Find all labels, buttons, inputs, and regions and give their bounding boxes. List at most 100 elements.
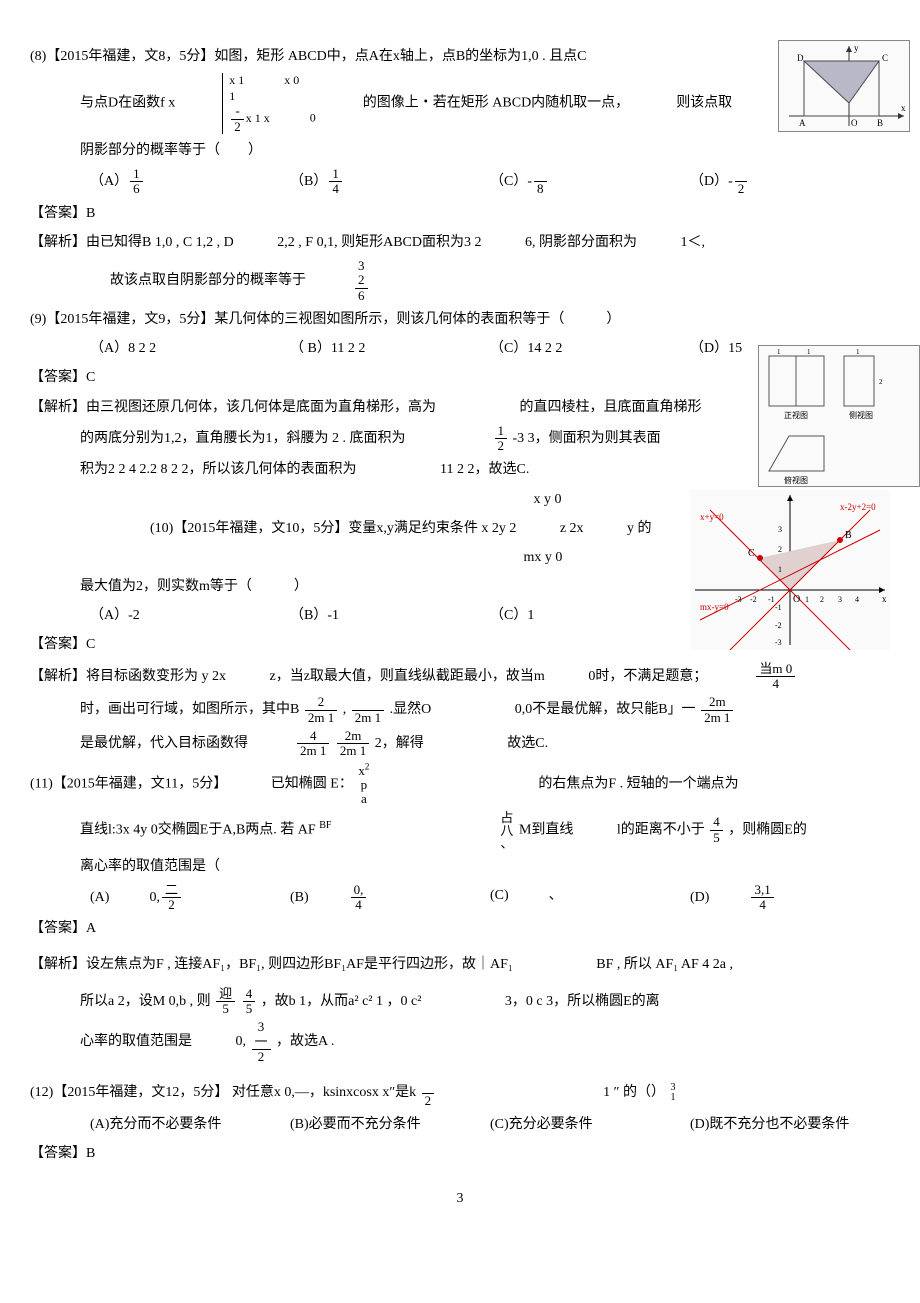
q10-sep: , — [343, 702, 347, 717]
pw-r2: 1 — [229, 89, 235, 103]
q8-choice-c: （C）- 8 — [490, 167, 690, 197]
q10-an-b3: 0,0不是最优解，故只能B」一 — [515, 702, 696, 717]
svg-text:x: x — [882, 594, 887, 604]
svg-text:1: 1 — [856, 348, 860, 356]
q8-stem-mid: 的图像上・若在矩形 ABCD内随机取一点， — [363, 96, 629, 111]
svg-text:1: 1 — [777, 348, 781, 356]
q10-analysis-2: 时，画出可行域，如图所示，其中B 22m 1 , 2m 1 .显然O 0,0不是… — [30, 695, 890, 725]
q10-choice-a: （A）-2 — [90, 603, 290, 628]
q10-an-b2: .显然O — [390, 702, 432, 717]
q10-cons1: x y 0 — [534, 492, 562, 507]
svg-text:2: 2 — [820, 595, 824, 604]
q10-an-a2: z，当z取最大值，则直线纵截距最小，故当m — [270, 669, 545, 684]
q9-an-a2: 的直四棱柱，且底面直角梯形 — [520, 400, 702, 415]
q10-an-c3: 故选C. — [507, 736, 548, 751]
q8-an-a: 由已知得B 1,0 , C 1,2 , D — [86, 235, 234, 250]
q10-an-a: 将目标函数变形为 y 2x — [86, 669, 226, 684]
q9-frac: 12 — [493, 424, 510, 454]
q9-an-c3: 2 2，故选C. — [457, 462, 529, 477]
svg-abcd: A B C D O x y — [779, 41, 909, 131]
analysis-label: 【解析】 — [30, 957, 86, 972]
q8-analysis-1: 【解析】由已知得B 1,0 , C 1,2 , D 2,2 , F 0,1, 则… — [30, 230, 890, 255]
svg-text:-1: -1 — [775, 603, 782, 612]
pw-r1: x 1 — [229, 73, 244, 87]
q9-an-c: 积为2 2 4 2.2 8 2 2，所以该几何体的表面积为 — [80, 462, 357, 477]
q10-an-c2: 2，解得 — [375, 736, 424, 751]
q11-an-b3: 3，0 c 3，所以椭圆E的离 — [505, 994, 660, 1009]
q11-bf1: 迎5 — [214, 987, 237, 1017]
q11-an-c2: ，故选A . — [276, 1035, 334, 1050]
q10-bf1: 22m 1 — [303, 695, 339, 725]
q10-stem-a: (10)【2015年福建，文10，5分】变量x,y满足约束条件 x 2y 2 — [150, 521, 516, 536]
pw-c2: 0 — [310, 111, 316, 125]
q11-an-b: 所以a 2，设M 0,b , 则 — [80, 994, 211, 1009]
svg-text:正视图: 正视图 — [784, 410, 808, 420]
svg-text:-2: -2 — [750, 595, 757, 604]
q11-an-a2: BF , 所以 AF₁ AF 4 2a , — [596, 957, 733, 972]
q12-choice-d: (D)既不充分也不必要条件 — [690, 1112, 890, 1137]
q9-choice-b: （ B）11 2 2 — [290, 336, 490, 361]
figure-abcd: A B C D O x y — [778, 40, 910, 132]
q11-analysis-2: 所以a 2，设M 0,b , 则 迎5 45 ，故b 1，从而a² c² 1 ，… — [30, 987, 890, 1017]
svg-text:x: x — [901, 103, 906, 113]
q10-cons3: mx y 0 — [524, 550, 563, 565]
q11-bf: BF — [319, 820, 331, 831]
q9-choice-a: （A）8 2 2 — [90, 336, 290, 361]
q10-an-a3: 0时，不满足题意； — [588, 669, 707, 684]
q12-choices: (A)充分而不必要条件 (B)必要而不充分条件 (C)充分必要条件 (D)既不充… — [30, 1112, 890, 1137]
q8-answer: 【答案】B — [30, 201, 890, 226]
q11-sb3: M到直线 — [519, 822, 573, 837]
q8-an-e: 故该点取自阴影部分的概率等于 — [110, 273, 306, 288]
svg-text:C: C — [748, 548, 755, 559]
q8-an-b: 2,2 , F 0,1, 则矩形ABCD面积为3 2 — [277, 235, 481, 250]
svg-text:O: O — [851, 118, 858, 128]
q12-choice-a: (A)充分而不必要条件 — [90, 1112, 290, 1137]
page-number: 3 — [30, 1186, 890, 1211]
svg-text:2: 2 — [778, 545, 782, 554]
q12-frac: 2 — [420, 1078, 437, 1108]
q10-choice-c: （C）1 — [490, 603, 690, 628]
svg-text:俯视图: 俯视图 — [784, 475, 808, 485]
svg-text:D: D — [797, 53, 804, 63]
svg-text:y: y — [854, 43, 859, 53]
q11-stem-3: 离心率的取值范围是（ — [30, 854, 890, 879]
q11-ell-pre: E： — [330, 777, 353, 792]
svg-text:-1: -1 — [768, 595, 775, 604]
svg-text:B: B — [877, 118, 883, 128]
analysis-label: 【解析】 — [30, 235, 86, 250]
q8-stem-line3: 阴影部分的概率等于（ ） — [30, 138, 890, 163]
analysis-label: 【解析】 — [30, 400, 86, 415]
figure-three-view: 正视图 11 侧视图 1 2 俯视图 — [758, 345, 920, 487]
q11-45: 45 — [708, 815, 725, 845]
q10-cf1: 42m 1 — [295, 729, 331, 759]
svg-text:x-2y+2=0: x-2y+2=0 — [840, 502, 876, 512]
svg-text:A: A — [799, 118, 806, 128]
q11-an-b2: ，故b 1，从而a² c² 1 ，0 c² — [261, 994, 422, 1009]
q8-an-c: 6, 阴影部分面积为 — [525, 235, 637, 250]
q9-an-c2: 11 — [440, 462, 453, 477]
q11-an-cpre: 0, — [236, 1035, 250, 1050]
q8-piecewise: x 1x 0 1 -2x 1 x0 — [222, 73, 316, 134]
q10-an-c: 是最优解，代入目标函数得 — [80, 736, 248, 751]
q11-an-a: 设左焦点为F , 连接AF₁，BF₁, 则四边形BF₁AF是平行四边形，故｜AF… — [86, 957, 513, 972]
q9-an-b: 的两底分别为1,2，直角腰长为1，斜腰为 2 . 底面积为 — [80, 431, 406, 446]
q11-choice-a: (A)0,二2 — [90, 883, 290, 913]
q12-answer: 【答案】B — [30, 1141, 890, 1166]
svg-text:C: C — [882, 53, 888, 63]
q8-an-d: 1＜, — [680, 235, 705, 250]
svg-text:B: B — [845, 530, 852, 541]
q8-stem-line2: 与点D在函数f x x 1x 0 1 -2x 1 x0 的图像上・若在矩形 AB… — [30, 73, 890, 134]
q12-sb: 1 ″ 的（） — [603, 1085, 665, 1100]
q12-stem: (12)【2015年福建，文12，5分】 对任意x 0,—，ksinxcosx … — [30, 1078, 890, 1108]
q12-choice-c: (C)充分必要条件 — [490, 1112, 690, 1137]
q10-analysis-1: 【解析】将目标函数变形为 y 2x z，当z取最大值，则直线纵截距最小，故当m … — [30, 662, 890, 692]
svg-text:侧视图: 侧视图 — [849, 410, 873, 420]
q11-analysis-3: 心率的取值范围是 0, 3一2 ，故选A . — [30, 1020, 890, 1064]
q10-an-b: 时，画出可行域，如图所示，其中B — [80, 702, 299, 717]
q8-stem-post: 则该点取 — [676, 96, 732, 111]
svg-text:x+y=0: x+y=0 — [700, 512, 724, 522]
q11-sa2: 已知椭圆 — [271, 777, 327, 792]
q8-choice-a: （A）16 — [90, 167, 290, 197]
q11-stem-2: 直线l:3x 4y 0交椭圆E于A,B两点. 若 AF BF 占八、 M到直线 … — [30, 811, 890, 850]
svg-text:1: 1 — [778, 565, 782, 574]
